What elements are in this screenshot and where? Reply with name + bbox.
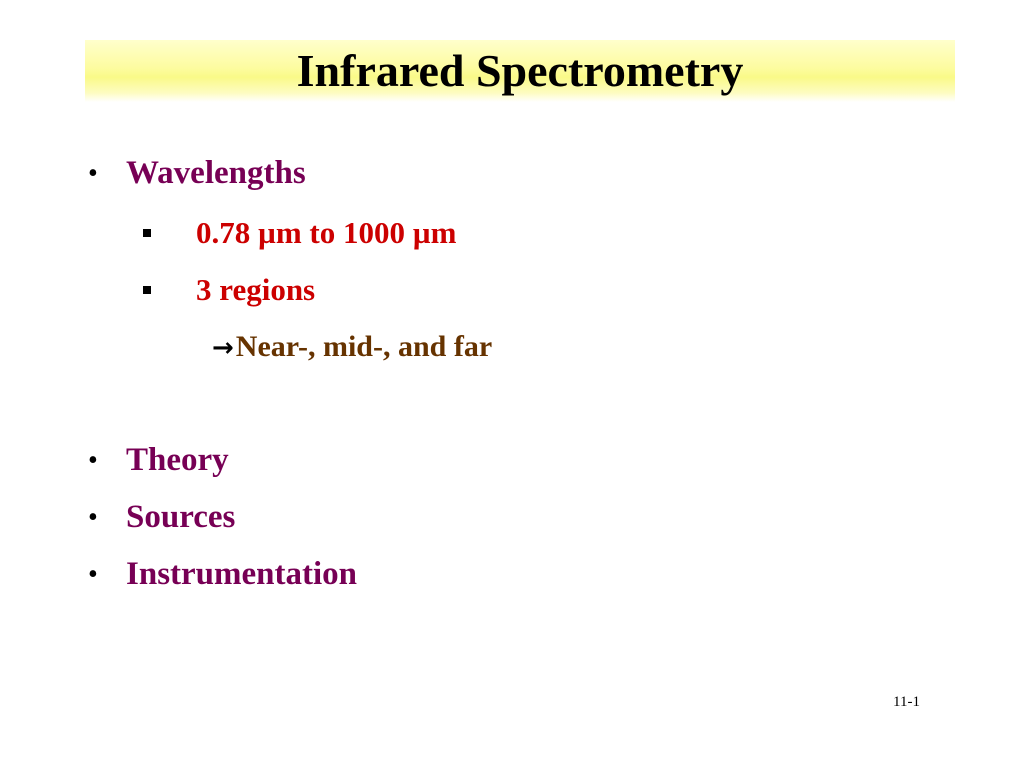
bullet-wavelengths: Wavelengths bbox=[126, 155, 306, 192]
sub-bullet-regions: 3 regions bbox=[196, 272, 315, 308]
right-arrow-icon: → bbox=[212, 333, 234, 363]
bullet-dot-icon: • bbox=[88, 559, 98, 590]
square-bullet-icon bbox=[143, 229, 151, 237]
bullet-label: Theory bbox=[126, 442, 229, 478]
sub-bullet-wavelength-range: 0.78 µm to 1000 µm bbox=[196, 215, 456, 251]
bullet-sources: Sources bbox=[126, 499, 235, 536]
bullet-label: Instrumentation bbox=[126, 556, 358, 592]
bullet-dot-icon: • bbox=[88, 158, 98, 189]
bullet-theory: Theory bbox=[126, 442, 229, 479]
sub-bullet-label: 3 regions bbox=[196, 272, 316, 307]
bullet-label: Wavelengths bbox=[126, 155, 306, 191]
sub-sub-bullet-label: Near-, mid-, and far bbox=[235, 330, 493, 363]
page-number: 11-1 bbox=[893, 694, 920, 710]
bullet-label: Sources bbox=[126, 499, 236, 535]
sub-bullet-label: 0.78 µm to 1000 µm bbox=[196, 215, 457, 250]
bullet-dot-icon: • bbox=[88, 502, 98, 533]
title-band bbox=[85, 40, 955, 102]
sub-sub-bullet-near-mid-far: → Near-, mid-, and far bbox=[212, 330, 492, 364]
square-bullet-icon bbox=[143, 286, 151, 294]
slide-title: Infrared Spectrometry bbox=[296, 45, 744, 96]
bullet-dot-icon: • bbox=[88, 445, 98, 476]
bullet-instrumentation: Instrumentation bbox=[126, 556, 357, 593]
